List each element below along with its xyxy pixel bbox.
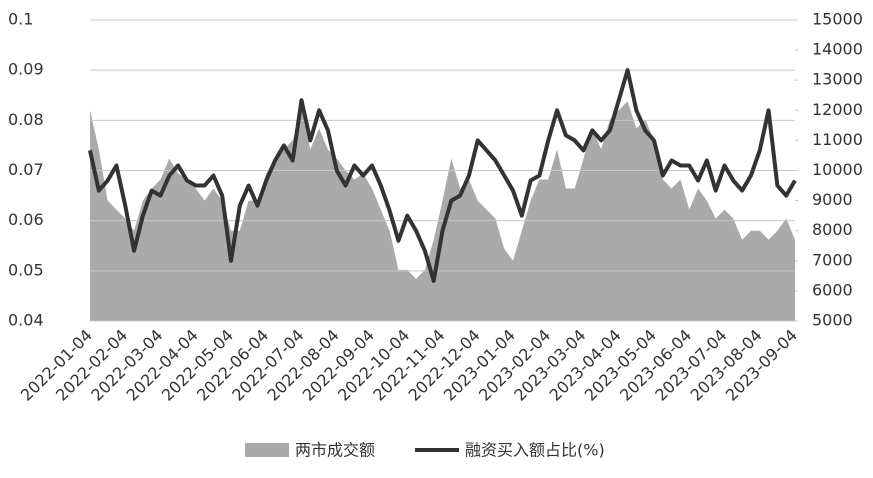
y-tick-label: 0.09 [8, 60, 44, 79]
y2-tick-label: 8000 [812, 220, 853, 239]
y-tick-label: 0.05 [8, 260, 44, 279]
y-tick-label: 0.04 [8, 311, 44, 330]
y2-tick-label: 6000 [812, 280, 853, 299]
y2-tick-label: 12000 [812, 100, 863, 119]
legend-label: 融资买入额占比(%) [465, 441, 605, 460]
y2-tick-label: 10000 [812, 160, 863, 179]
y-tick-label: 0.1 [8, 10, 33, 29]
y2-tick-label: 14000 [812, 40, 863, 59]
legend-swatch [245, 443, 289, 457]
y2-tick-label: 13000 [812, 70, 863, 89]
y2-tick-label: 5000 [812, 311, 853, 330]
y-tick-label: 0.08 [8, 110, 44, 129]
y-tick-label: 0.06 [8, 210, 44, 229]
area [90, 101, 795, 322]
line [88, 68, 797, 283]
y-tick-label: 0.07 [8, 160, 44, 179]
y2-tick-label: 7000 [812, 250, 853, 269]
legend-label: 两市成交额 [295, 441, 375, 460]
y2-tick-label: 9000 [812, 190, 853, 209]
y2-tick-label: 11000 [812, 130, 863, 149]
y2-tick-label: 15000 [812, 10, 863, 29]
